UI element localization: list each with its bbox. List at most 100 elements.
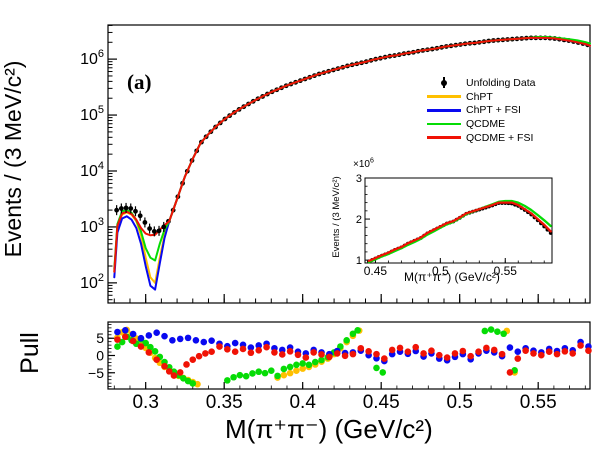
pull-point-qcdme---fsi bbox=[545, 348, 553, 356]
pull-point-qcdme---fsi bbox=[161, 362, 168, 370]
pull-point-qcdme---fsi bbox=[467, 352, 474, 360]
pull-point-qcdme---fsi bbox=[373, 350, 380, 358]
pull-point-qcdme---fsi bbox=[263, 343, 270, 351]
pull-point-chpt bbox=[280, 371, 288, 379]
pull-point-qcdme---fsi bbox=[255, 347, 263, 354]
pull-point-qcdme---fsi bbox=[381, 355, 388, 362]
pull-point-qcdme---fsi bbox=[553, 350, 561, 358]
data-point bbox=[114, 207, 120, 213]
pull-point-chpt---fsi bbox=[506, 344, 514, 351]
data-point bbox=[156, 228, 162, 234]
pull-point-qcdme---fsi bbox=[538, 351, 545, 359]
pull-point-qcdme---fsi bbox=[420, 350, 427, 357]
pull-point-qcdme---fsi bbox=[318, 351, 325, 358]
pull-point-qcdme bbox=[224, 377, 231, 384]
pull-point-qcdme---fsi bbox=[341, 352, 349, 360]
pull-point-chpt---fsi bbox=[114, 328, 121, 336]
x-tick-label: 0.4 bbox=[289, 392, 316, 413]
pull-point-qcdme---fsi bbox=[522, 347, 529, 354]
pull-point-qcdme---fsi bbox=[349, 350, 357, 358]
data-point bbox=[147, 226, 153, 232]
pull-point-qcdme---fsi bbox=[443, 354, 451, 361]
pull-point-qcdme bbox=[494, 328, 501, 335]
x-tick-label: 0.35 bbox=[206, 392, 243, 413]
pull-point-qcdme---fsi bbox=[239, 345, 247, 353]
pull-point-qcdme bbox=[373, 364, 380, 372]
pull-point-qcdme bbox=[379, 369, 387, 376]
pull-point-qcdme bbox=[286, 363, 294, 371]
pull-point-qcdme bbox=[311, 358, 319, 366]
pull-point-chpt---fsi bbox=[121, 326, 129, 334]
pull-point-qcdme bbox=[267, 367, 275, 374]
data-point bbox=[128, 206, 134, 211]
inset-curve-qcdme---fsi bbox=[367, 201, 552, 263]
pull-point-qcdme---fsi bbox=[514, 355, 522, 362]
legend-entry-label: ChPT bbox=[466, 90, 493, 103]
main-y-tick-label: 104 bbox=[80, 160, 104, 180]
pull-point-qcdme---fsi bbox=[585, 347, 592, 354]
pull-point-chpt bbox=[286, 369, 294, 377]
pull-point-qcdme---fsi bbox=[224, 345, 231, 353]
pull-point-qcdme bbox=[343, 337, 350, 344]
pull-point-qcdme bbox=[354, 326, 361, 334]
pull-point-qcdme---fsi bbox=[577, 342, 584, 349]
data-point bbox=[142, 220, 148, 225]
pull-point-qcdme bbox=[242, 372, 250, 380]
pull-point-qcdme bbox=[481, 327, 489, 335]
pull-point-qcdme---fsi bbox=[189, 356, 197, 363]
data-point bbox=[161, 224, 167, 230]
pull-point-qcdme---fsi bbox=[451, 350, 459, 357]
pull-point-qcdme bbox=[293, 361, 300, 369]
pull-point-qcdme bbox=[230, 373, 237, 381]
pull-point-qcdme bbox=[280, 365, 288, 373]
pull-point-qcdme---fsi bbox=[530, 350, 537, 357]
pull-point-qcdme bbox=[299, 360, 306, 367]
pull-point-qcdme bbox=[142, 339, 149, 347]
pull-point-chpt---fsi bbox=[145, 332, 153, 339]
pull-y-tick-label: −5 bbox=[88, 365, 104, 381]
legend-line-icon bbox=[427, 117, 461, 130]
legend: Unfolding Data ChPT ChPT + FSI QCDME QCDME +… bbox=[427, 76, 535, 144]
inset-multiplier-base: ×10 bbox=[353, 159, 370, 170]
inset-x-tick-label: 0.55 bbox=[494, 264, 518, 278]
pull-point-chpt---fsi bbox=[137, 334, 145, 342]
pull-point-chpt---fsi bbox=[169, 337, 176, 344]
pull-point-qcdme bbox=[261, 369, 269, 377]
pull-point-qcdme---fsi bbox=[231, 348, 239, 356]
data-point bbox=[151, 229, 157, 234]
main-plot-frame bbox=[107, 24, 591, 304]
pull-point-chpt---fsi bbox=[153, 329, 160, 337]
pull-point-qcdme---fsi bbox=[506, 369, 514, 376]
inset-axis-multiplier: ×106 bbox=[353, 158, 374, 170]
pull-point-qcdme---fsi bbox=[247, 349, 255, 357]
inset-y-axis-title: Events / (3 MeV/c²) bbox=[331, 176, 342, 258]
pull-point-qcdme---fsi bbox=[561, 348, 569, 355]
pull-point-qcdme bbox=[236, 371, 244, 379]
legend-entry-label: QCDME + FSI bbox=[466, 131, 534, 144]
pull-point-qcdme---fsi bbox=[404, 348, 412, 356]
legend-entry-label: Unfolding Data bbox=[466, 76, 536, 89]
main-y-tick-label: 105 bbox=[80, 104, 104, 124]
pull-point-chpt bbox=[299, 365, 306, 372]
main-y-axis-title: Events / (3 MeV/c²) bbox=[0, 60, 26, 258]
x-tick-label: 0.45 bbox=[363, 392, 400, 413]
pull-point-qcdme---fsi bbox=[121, 333, 129, 341]
pull-point-qcdme---fsi bbox=[302, 354, 310, 361]
pull-point-qcdme---fsi bbox=[202, 350, 209, 357]
pull-point-qcdme---fsi bbox=[195, 352, 203, 360]
legend-line-icon bbox=[427, 90, 461, 103]
pull-point-qcdme---fsi bbox=[216, 343, 223, 350]
pull-point-qcdme bbox=[349, 330, 357, 338]
pull-point-qcdme---fsi bbox=[326, 353, 333, 361]
pull-point-qcdme bbox=[114, 343, 121, 350]
main-y-tick-label: 106 bbox=[80, 48, 104, 68]
pull-point-qcdme---fsi bbox=[170, 372, 178, 379]
inset-x-tick-label: 0.45 bbox=[364, 264, 388, 278]
legend-data-marker-icon bbox=[427, 76, 461, 89]
pull-point-qcdme---fsi bbox=[176, 369, 184, 376]
inset-y-tick-label: 3 bbox=[356, 173, 362, 185]
pull-point-qcdme---fsi bbox=[428, 347, 435, 354]
pull-point-qcdme---fsi bbox=[310, 349, 317, 356]
pull-point-qcdme bbox=[318, 356, 325, 364]
data-point bbox=[133, 208, 138, 214]
